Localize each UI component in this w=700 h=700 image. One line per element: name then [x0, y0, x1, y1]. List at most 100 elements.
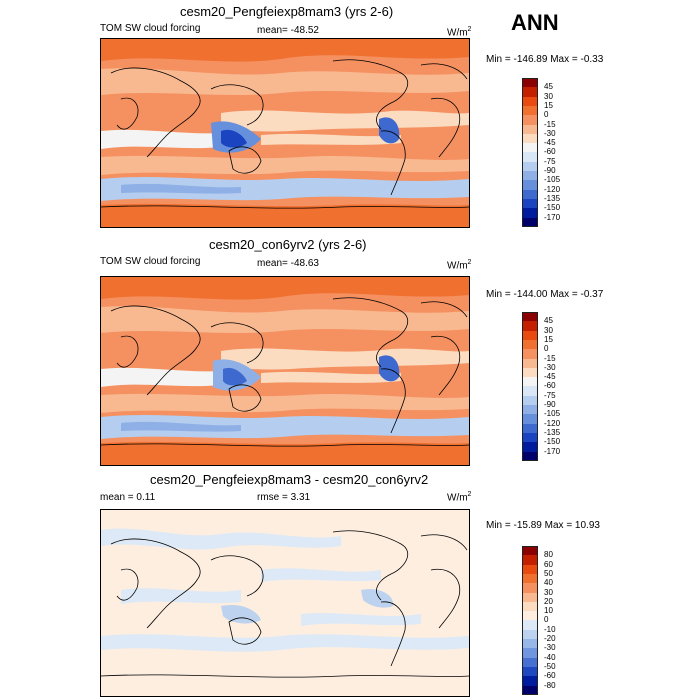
colorbar-tick-label: -135 [544, 427, 561, 437]
panel2-title: cesm20_con6yrv2 (yrs 2-6) [209, 237, 367, 252]
colorbar-tick-label: -60 [544, 147, 556, 157]
panel3-title: cesm20_Pengfeiexp8mam3 - cesm20_con6yrv2 [150, 472, 429, 487]
colorbar-swatch [522, 339, 538, 350]
colorbar-tick-label: 15 [544, 100, 553, 110]
colorbar-tick-label: -15 [544, 353, 556, 363]
colorbar-tick-label: -60 [544, 381, 556, 391]
colorbar-swatch [522, 676, 538, 686]
colorbar-swatch [522, 620, 538, 631]
colorbar-swatch [522, 442, 538, 452]
colorbar-tick-label: 60 [544, 559, 553, 569]
colorbar-tick-label: -120 [544, 184, 561, 194]
colorbar-swatch [522, 321, 538, 332]
colorbar-swatch [522, 414, 538, 425]
colorbar-swatch [522, 189, 538, 200]
colorbar-swatch [522, 386, 538, 397]
colorbar-tick-label: 30 [544, 587, 553, 597]
colorbar-tick-label: -150 [544, 437, 561, 447]
colorbar-tick-label: -90 [544, 166, 556, 175]
colorbar-swatch [522, 395, 538, 406]
colorbar-tick-label: -45 [544, 372, 556, 382]
colorbar-tick-label: -50 [544, 661, 556, 671]
panel1-mean-label: mean= -48.52 [257, 25, 319, 36]
colorbar-swatch [522, 143, 538, 153]
colorbar-tick-label: 30 [544, 325, 553, 335]
colorbar-tick-label: -15 [544, 119, 556, 129]
colorbar-swatch [522, 198, 538, 209]
colorbar-tick-label: -90 [544, 400, 556, 409]
colorbar-tick-label: -75 [544, 156, 556, 166]
colorbar-tick-label: -60 [544, 671, 556, 681]
panel1-title: cesm20_Pengfeiexp8mam3 (yrs 2-6) [180, 4, 394, 19]
colorbar-swatch [522, 564, 538, 575]
colorbar-tick-label: -150 [544, 203, 561, 213]
colorbar-swatch [522, 124, 538, 135]
colorbar-tick-label: -75 [544, 390, 556, 400]
colorbar-tick-label: -80 [544, 680, 556, 690]
colorbar-swatch [522, 312, 538, 322]
colorbar-swatch [522, 546, 538, 556]
colorbar-swatch [522, 666, 538, 677]
colorbar-swatch [522, 405, 538, 415]
colorbar-swatch [522, 217, 538, 228]
panel1-variable-label: TOM SW cloud forcing [100, 23, 201, 34]
colorbar-tick-label: 10 [544, 606, 553, 616]
colorbar-swatch [522, 133, 538, 144]
colorbar-swatch [522, 657, 538, 668]
colorbar-swatch [522, 87, 538, 98]
colorbar-swatch [522, 330, 538, 341]
colorbar-swatch [522, 573, 538, 584]
colorbar-tick-label: 15 [544, 334, 553, 344]
colorbar-tick-label: -20 [544, 634, 556, 643]
colorbar-tick-label: 0 [544, 344, 549, 354]
panel3-units: W/m2 [447, 491, 472, 504]
colorbar-tick-label: -170 [544, 212, 561, 222]
panel1-units: W/m2 [447, 26, 472, 39]
colorbar-swatch [522, 349, 538, 359]
colorbar-swatch [522, 685, 538, 696]
colorbar-swatch [522, 601, 538, 612]
colorbar-tick-label: 80 [544, 550, 553, 560]
colorbar-tick-label: 50 [544, 568, 553, 578]
colorbar-tick-label: 30 [544, 91, 553, 101]
colorbar-swatch [522, 78, 538, 88]
colorbar-tick-label: -135 [544, 193, 561, 203]
colorbar-tick-label: -170 [544, 446, 561, 456]
colorbar-tick-label: -10 [544, 624, 556, 634]
colorbar-swatch [522, 592, 538, 603]
colorbar-tick-label: -30 [544, 128, 556, 138]
panel1-minmax: Min = -146.89 Max = -0.33 [486, 54, 604, 65]
colorbar-swatch [522, 432, 538, 443]
colorbar-swatch [522, 180, 538, 191]
colorbar-tick-label: 20 [544, 596, 553, 606]
colorbar-tick-label: 45 [544, 82, 553, 92]
colorbar-tick-label: -120 [544, 418, 561, 428]
colorbar-swatch [522, 583, 538, 593]
colorbar-swatch [522, 377, 538, 387]
panel2-variable-label: TOM SW cloud forcing [100, 256, 201, 267]
colorbar-tick-label: -45 [544, 138, 556, 148]
panel3-mean-label: mean = 0.11 [100, 492, 156, 503]
colorbar-swatch [522, 648, 538, 659]
colorbar-swatch [522, 629, 538, 640]
colorbar-tick-label: 45 [544, 316, 553, 326]
colorbar-tick-label: 0 [544, 615, 549, 625]
colorbar-swatch [522, 367, 538, 378]
colorbar-tick-label: 0 [544, 110, 549, 120]
colorbar-swatch [522, 161, 538, 172]
colorbar-tick-label: 40 [544, 578, 553, 588]
colorbar-tick-label: -30 [544, 643, 556, 653]
panel3-map [100, 509, 470, 697]
colorbar-swatch [522, 115, 538, 125]
panel3-minmax: Min = -15.89 Max = 10.93 [486, 520, 600, 531]
colorbar-swatch [522, 96, 538, 107]
colorbar-tick-label: -105 [544, 175, 561, 185]
colorbar-swatch [522, 611, 538, 621]
colorbar-swatch [522, 171, 538, 181]
colorbar-swatch [522, 152, 538, 163]
colorbar-tick-label: -30 [544, 362, 556, 372]
season-label: ANN [511, 10, 559, 35]
panel2-map [100, 276, 470, 466]
colorbar-swatch [522, 639, 538, 649]
panel3-rmse-label: rmse = 3.31 [257, 492, 311, 503]
